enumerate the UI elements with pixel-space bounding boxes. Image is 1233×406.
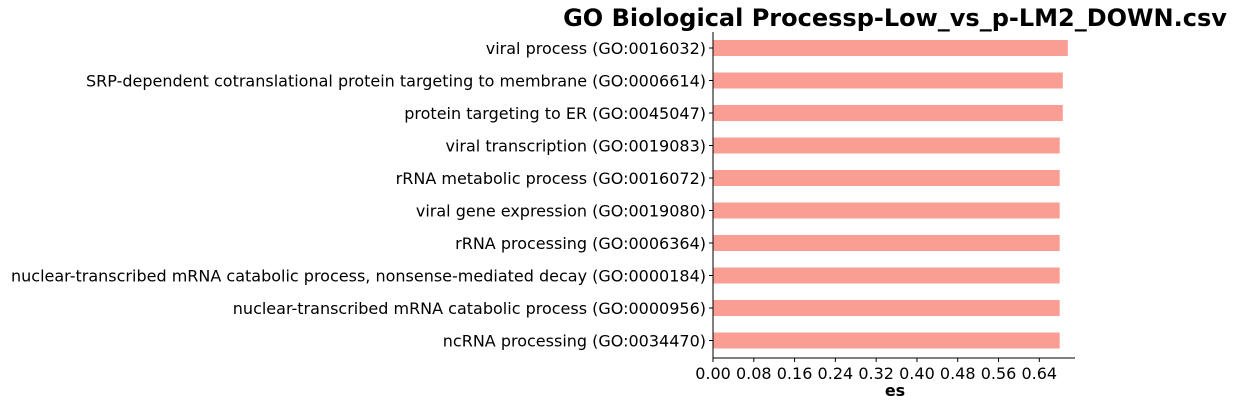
x-tick-label: 0.16 (777, 364, 813, 383)
x-tick-label: 0.56 (981, 364, 1017, 383)
category-labels: viral process (GO:0016032) SRP-dependent … (11, 39, 713, 351)
bar (713, 40, 1068, 56)
bar (713, 170, 1060, 186)
category-label: protein targeting to ER (GO:0045047) (404, 104, 706, 123)
x-tick-label: 0.32 (858, 364, 894, 383)
bar (713, 202, 1060, 219)
bar (713, 332, 1060, 349)
bar (713, 235, 1060, 251)
x-tick-label: 0.08 (736, 364, 772, 383)
category-label: SRP-dependent cotranslational protein ta… (86, 72, 706, 91)
bar (713, 105, 1063, 121)
x-axis-label: es (885, 381, 905, 400)
x-tick-label: 0.64 (1021, 364, 1057, 383)
category-label: nuclear-transcribed mRNA catabolic proce… (11, 267, 706, 286)
bar (713, 267, 1060, 284)
bar (713, 137, 1060, 154)
chart-title: GO Biological Processp-Low_vs_p-LM2_DOWN… (563, 4, 1227, 32)
x-tick-label: 0.24 (818, 364, 854, 383)
x-tick-label: 0.40 (899, 364, 935, 383)
category-label: rRNA metabolic process (GO:0016072) (396, 169, 706, 188)
x-ticks: 0.00 0.08 0.16 0.24 0.32 0.40 0.48 0.56 0.64 (695, 358, 1057, 383)
category-label: viral gene expression (GO:0019080) (416, 202, 706, 221)
x-tick-label: 0.00 (695, 364, 731, 383)
category-label: viral process (GO:0016032) (486, 39, 706, 58)
category-label: viral transcription (GO:0019083) (445, 137, 706, 156)
bar (713, 72, 1063, 89)
category-label: nuclear-transcribed mRNA catabolic proce… (233, 299, 706, 318)
category-label: rRNA processing (GO:0006364) (455, 234, 706, 253)
bars-group (713, 40, 1068, 349)
x-tick-label: 0.48 (940, 364, 976, 383)
bar (713, 300, 1060, 316)
category-label: ncRNA processing (GO:0034470) (443, 332, 706, 351)
